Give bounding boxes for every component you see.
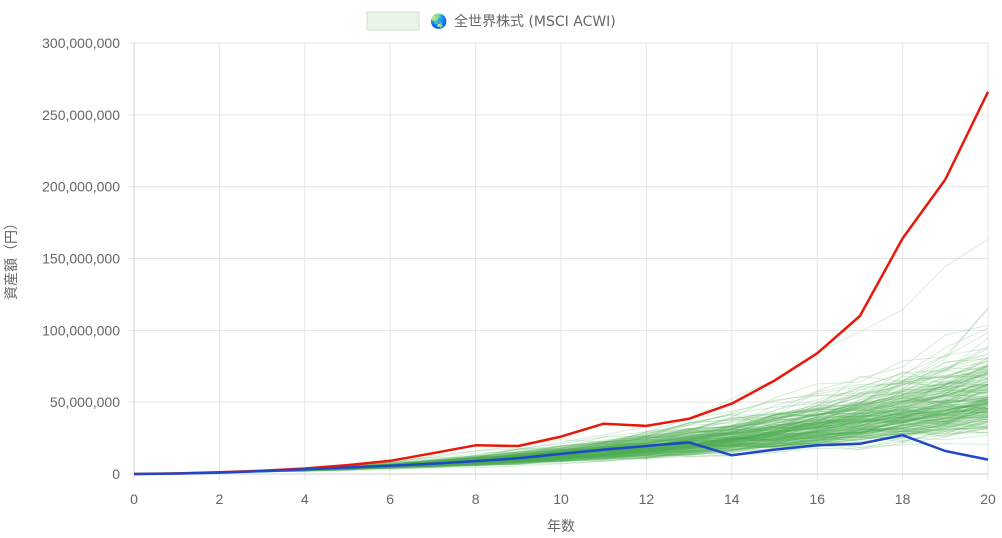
x-tick-label: 8: [472, 491, 480, 507]
y-tick-label: 250,000,000: [42, 107, 120, 123]
worst-case-line: [133, 433, 989, 476]
series-lines: [133, 91, 990, 476]
x-tick-label: 12: [639, 491, 655, 507]
y-tick-label: 100,000,000: [42, 322, 120, 338]
y-axis-ticks: 0 50,000,000 100,000,000 150,000,000 200,000…: [42, 35, 120, 482]
x-axis-ticks: 0 2 4 6 8 10 12 14 16 18 20: [130, 491, 996, 507]
x-tick-label: 14: [724, 491, 740, 507]
x-axis-title: 年数: [547, 519, 575, 535]
y-tick-label: 300,000,000: [42, 35, 120, 51]
x-tick-label: 20: [980, 491, 996, 507]
globe-icon: 🌏: [430, 13, 447, 30]
legend-label[interactable]: 全世界株式 (MSCI ACWI): [454, 13, 616, 30]
x-tick-label: 6: [386, 491, 394, 507]
legend-swatch[interactable]: [366, 11, 420, 31]
y-tick-label: 50,000,000: [50, 394, 120, 410]
y-tick-label: 0: [112, 466, 120, 482]
x-tick-label: 16: [809, 491, 825, 507]
x-tick-label: 0: [130, 491, 138, 507]
legend[interactable]: 🌏 全世界株式 (MSCI ACWI): [366, 11, 616, 31]
x-tick-label: 10: [553, 491, 569, 507]
x-tick-label: 18: [895, 491, 911, 507]
y-axis-title: 資産額（円）: [4, 216, 20, 300]
y-tick-label: 200,000,000: [42, 179, 120, 195]
x-tick-label: 4: [301, 491, 309, 507]
x-tick-label: 2: [216, 491, 224, 507]
y-tick-label: 150,000,000: [42, 251, 120, 267]
